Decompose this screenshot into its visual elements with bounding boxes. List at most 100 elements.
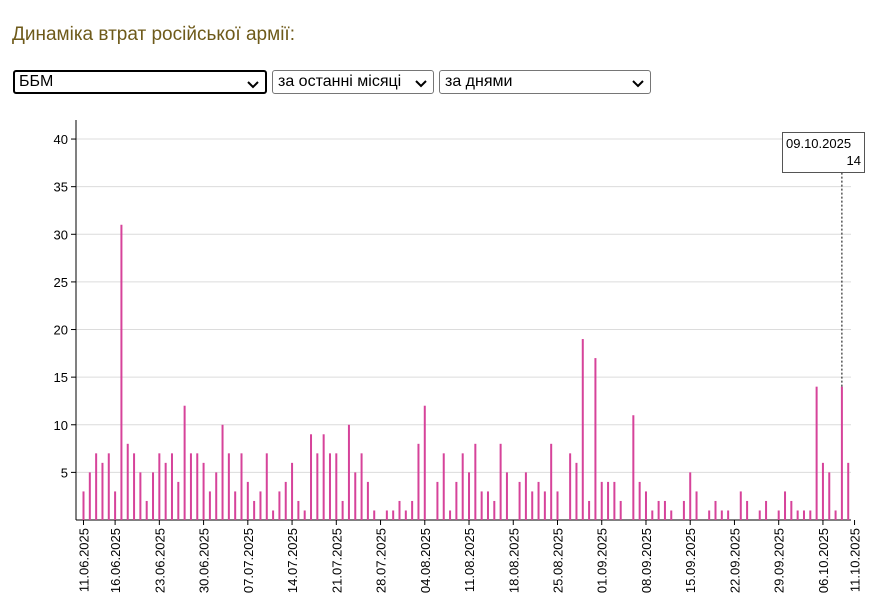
data-bar[interactable] bbox=[259, 491, 262, 520]
data-bar[interactable] bbox=[600, 481, 603, 520]
data-bar[interactable] bbox=[366, 481, 369, 520]
data-bar[interactable] bbox=[221, 424, 224, 520]
data-bar[interactable] bbox=[335, 453, 338, 520]
data-bar[interactable] bbox=[809, 510, 812, 520]
data-bar[interactable] bbox=[569, 453, 572, 520]
data-bar[interactable] bbox=[449, 510, 452, 520]
data-bar[interactable] bbox=[114, 491, 117, 520]
data-bar[interactable] bbox=[727, 510, 730, 520]
data-bar[interactable] bbox=[88, 472, 91, 520]
data-bar[interactable] bbox=[202, 462, 205, 520]
data-bar[interactable] bbox=[208, 491, 211, 520]
data-bar[interactable] bbox=[619, 500, 622, 520]
data-bar[interactable] bbox=[347, 424, 350, 520]
data-bar[interactable] bbox=[550, 443, 553, 520]
data-bar[interactable] bbox=[480, 491, 483, 520]
data-bar[interactable] bbox=[398, 500, 401, 520]
data-bar[interactable] bbox=[840, 386, 843, 520]
data-bar[interactable] bbox=[278, 491, 281, 520]
data-bar[interactable] bbox=[373, 510, 376, 520]
data-bar[interactable] bbox=[537, 481, 540, 520]
data-bar[interactable] bbox=[436, 481, 439, 520]
data-bar[interactable] bbox=[272, 510, 275, 520]
data-bar[interactable] bbox=[411, 500, 414, 520]
data-bar[interactable] bbox=[95, 453, 98, 520]
data-bar[interactable] bbox=[796, 510, 799, 520]
granularity-select[interactable]: за днями bbox=[439, 70, 651, 94]
data-bar[interactable] bbox=[328, 453, 331, 520]
data-bar[interactable] bbox=[524, 472, 527, 520]
data-bar[interactable] bbox=[404, 510, 407, 520]
category-select[interactable]: ББМ bbox=[13, 70, 267, 94]
data-bar[interactable] bbox=[461, 453, 464, 520]
data-bar[interactable] bbox=[240, 453, 243, 520]
data-bar[interactable] bbox=[310, 434, 313, 520]
data-bar[interactable] bbox=[821, 462, 824, 520]
data-bar[interactable] bbox=[644, 491, 647, 520]
data-bar[interactable] bbox=[588, 500, 591, 520]
data-bar[interactable] bbox=[802, 510, 805, 520]
data-bar[interactable] bbox=[486, 491, 489, 520]
data-bar[interactable] bbox=[120, 224, 123, 520]
data-bar[interactable] bbox=[468, 472, 471, 520]
data-bar[interactable] bbox=[385, 510, 388, 520]
data-bar[interactable] bbox=[423, 405, 426, 520]
data-bar[interactable] bbox=[126, 443, 129, 520]
data-bar[interactable] bbox=[493, 500, 496, 520]
data-bar[interactable] bbox=[246, 481, 249, 520]
data-bar[interactable] bbox=[758, 510, 761, 520]
data-bar[interactable] bbox=[828, 472, 831, 520]
data-bar[interactable] bbox=[518, 481, 521, 520]
data-bar[interactable] bbox=[417, 443, 420, 520]
data-bar[interactable] bbox=[815, 386, 818, 520]
data-bar[interactable] bbox=[746, 500, 749, 520]
data-bar[interactable] bbox=[322, 434, 325, 520]
data-bar[interactable] bbox=[152, 472, 155, 520]
data-bar[interactable] bbox=[316, 453, 319, 520]
data-bar[interactable] bbox=[158, 453, 161, 520]
period-select[interactable]: за останні місяці bbox=[272, 70, 434, 94]
data-bar[interactable] bbox=[695, 491, 698, 520]
data-bar[interactable] bbox=[638, 481, 641, 520]
data-bar[interactable] bbox=[708, 510, 711, 520]
data-bar[interactable] bbox=[474, 443, 477, 520]
data-bar[interactable] bbox=[284, 481, 287, 520]
data-bar[interactable] bbox=[227, 453, 230, 520]
data-bar[interactable] bbox=[101, 462, 104, 520]
data-bar[interactable] bbox=[720, 510, 723, 520]
data-bar[interactable] bbox=[455, 481, 458, 520]
data-bar[interactable] bbox=[670, 510, 673, 520]
data-bar[interactable] bbox=[341, 500, 344, 520]
data-bar[interactable] bbox=[164, 462, 167, 520]
data-bar[interactable] bbox=[291, 462, 294, 520]
data-bar[interactable] bbox=[354, 472, 357, 520]
data-bar[interactable] bbox=[505, 472, 508, 520]
data-bar[interactable] bbox=[133, 453, 136, 520]
data-bar[interactable] bbox=[303, 510, 306, 520]
data-bar[interactable] bbox=[607, 481, 610, 520]
data-bar[interactable] bbox=[777, 510, 780, 520]
data-bar[interactable] bbox=[790, 500, 793, 520]
data-bar[interactable] bbox=[663, 500, 666, 520]
data-bar[interactable] bbox=[594, 358, 597, 520]
data-bar[interactable] bbox=[556, 491, 559, 520]
data-bar[interactable] bbox=[765, 500, 768, 520]
data-bar[interactable] bbox=[360, 453, 363, 520]
data-bar[interactable] bbox=[543, 491, 546, 520]
data-bar[interactable] bbox=[714, 500, 717, 520]
data-bar[interactable] bbox=[265, 453, 268, 520]
data-bar[interactable] bbox=[657, 500, 660, 520]
data-bar[interactable] bbox=[651, 510, 654, 520]
data-bar[interactable] bbox=[442, 453, 445, 520]
data-bar[interactable] bbox=[183, 405, 186, 520]
data-bar[interactable] bbox=[784, 491, 787, 520]
data-bar[interactable] bbox=[215, 472, 218, 520]
data-bar[interactable] bbox=[581, 339, 584, 520]
data-bar[interactable] bbox=[682, 500, 685, 520]
data-bar[interactable] bbox=[613, 481, 616, 520]
data-bar[interactable] bbox=[392, 510, 395, 520]
data-bar[interactable] bbox=[297, 500, 300, 520]
data-bar[interactable] bbox=[834, 510, 837, 520]
data-bar[interactable] bbox=[689, 472, 692, 520]
data-bar[interactable] bbox=[234, 491, 237, 520]
